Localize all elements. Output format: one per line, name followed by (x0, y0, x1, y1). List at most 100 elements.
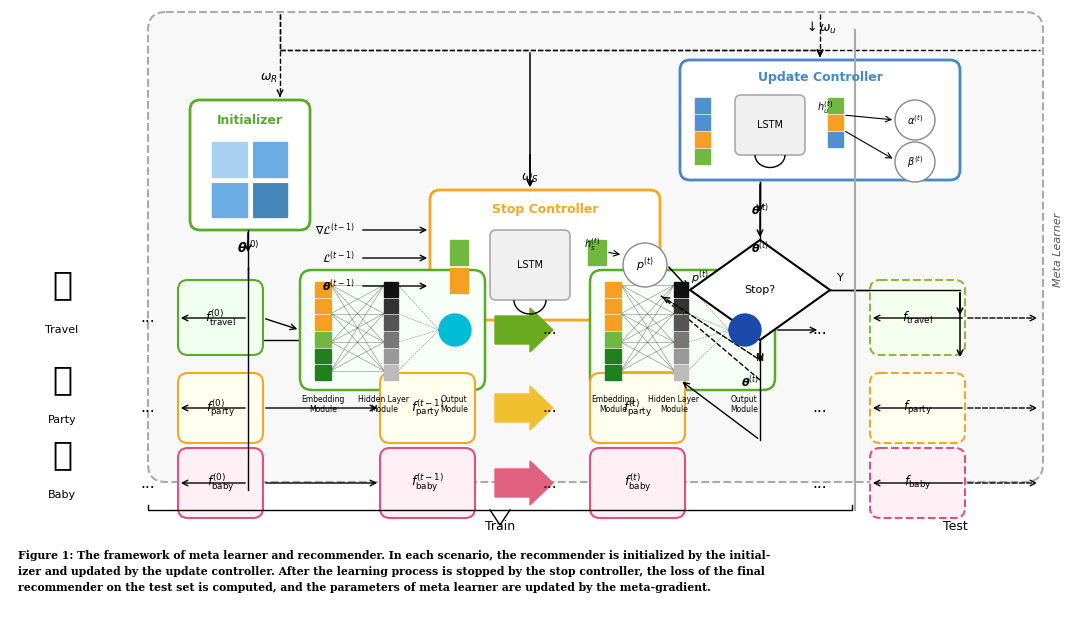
FancyBboxPatch shape (300, 270, 485, 390)
Bar (696, 132, 710, 147)
FancyBboxPatch shape (490, 230, 570, 300)
Bar (384, 299, 399, 313)
Bar (696, 115, 710, 130)
Text: $f_{\rm travel}$: $f_{\rm travel}$ (902, 309, 933, 326)
Text: $\nabla\mathcal{L}^{(t-1)}$: $\nabla\mathcal{L}^{(t-1)}$ (314, 222, 355, 238)
Text: $f_{\rm baby}^{(t-1)}$: $f_{\rm baby}^{(t-1)}$ (410, 472, 444, 494)
Text: Stop?: Stop? (744, 285, 775, 295)
Bar (315, 299, 330, 313)
Bar (384, 332, 399, 346)
Text: $f_{\rm travel}^{(0)}$: $f_{\rm travel}^{(0)}$ (205, 307, 237, 328)
Bar (605, 365, 621, 380)
Text: ...: ... (542, 323, 557, 338)
Bar (696, 149, 710, 164)
Text: Baby: Baby (48, 490, 76, 500)
FancyBboxPatch shape (190, 100, 310, 230)
Text: $f_{\rm party}^{(0)}$: $f_{\rm party}^{(0)}$ (206, 398, 235, 419)
Polygon shape (495, 461, 553, 505)
Text: Update Controller: Update Controller (757, 71, 882, 84)
Text: $f_{\rm baby}$: $f_{\rm baby}$ (904, 474, 931, 492)
FancyBboxPatch shape (430, 190, 660, 320)
Text: LSTM: LSTM (517, 260, 543, 270)
Text: $f_{\rm party}^{(t-1)}$: $f_{\rm party}^{(t-1)}$ (410, 398, 444, 419)
Bar (605, 332, 621, 346)
Bar (384, 282, 399, 297)
Circle shape (729, 314, 761, 346)
Text: $\boldsymbol{\theta}^{(t)}$: $\boldsymbol{\theta}^{(t)}$ (751, 239, 769, 256)
Text: Stop Controller: Stop Controller (491, 203, 598, 217)
FancyBboxPatch shape (590, 270, 775, 390)
FancyBboxPatch shape (590, 373, 685, 443)
Bar (674, 282, 688, 297)
FancyBboxPatch shape (380, 373, 475, 443)
Bar (384, 348, 399, 364)
Circle shape (895, 142, 935, 182)
Bar (696, 98, 710, 113)
Bar (212, 182, 247, 217)
FancyBboxPatch shape (380, 448, 475, 518)
Text: $\boldsymbol{\theta}^{(t)}$: $\boldsymbol{\theta}^{(t)}$ (741, 374, 759, 391)
FancyBboxPatch shape (178, 448, 264, 518)
Bar (315, 282, 330, 297)
Text: $\mathcal{L}^{(t-1)}$: $\mathcal{L}^{(t-1)}$ (322, 249, 355, 266)
Bar (605, 299, 621, 313)
Text: recommender on the test set is computed, and the parameters of meta learner are : recommender on the test set is computed,… (18, 582, 711, 593)
Polygon shape (495, 386, 553, 430)
Polygon shape (690, 240, 831, 340)
Text: ...: ... (812, 323, 827, 338)
Text: 🎒: 🎒 (52, 268, 72, 302)
Text: $p^{(t)}$: $p^{(t)}$ (691, 269, 708, 287)
Bar (384, 365, 399, 380)
FancyBboxPatch shape (178, 373, 264, 443)
Bar (450, 268, 468, 293)
Text: Output
Module: Output Module (730, 395, 758, 415)
Bar (605, 348, 621, 364)
Bar (828, 98, 843, 113)
Text: Figure 1: The framework of meta learner and recommender. In each scenario, the r: Figure 1: The framework of meta learner … (18, 550, 770, 561)
Text: Party: Party (48, 415, 77, 425)
Bar (315, 332, 330, 346)
Text: $h_u^{(t)}$: $h_u^{(t)}$ (816, 100, 833, 117)
Text: ...: ... (140, 311, 156, 326)
Text: Train: Train (485, 520, 515, 534)
Text: LSTM: LSTM (757, 120, 783, 130)
Text: ...: ... (140, 476, 156, 491)
Bar (674, 365, 688, 380)
Text: $f_{\rm baby}^{(0)}$: $f_{\rm baby}^{(0)}$ (206, 472, 234, 494)
Text: Embedding
Module: Embedding Module (301, 395, 345, 415)
Text: $\boldsymbol{\theta}^{(t-1)}$: $\boldsymbol{\theta}^{(t-1)}$ (322, 278, 355, 294)
Text: $\downarrow\omega_u$: $\downarrow\omega_u$ (804, 20, 837, 36)
Bar (315, 348, 330, 364)
Bar (384, 316, 399, 330)
Circle shape (438, 314, 471, 346)
Text: $\boldsymbol{\theta}^{(0)}$: $\boldsymbol{\theta}^{(0)}$ (237, 240, 259, 256)
FancyBboxPatch shape (870, 280, 966, 355)
Text: $p^{(t)}$: $p^{(t)}$ (636, 256, 654, 274)
FancyBboxPatch shape (590, 448, 685, 518)
FancyBboxPatch shape (148, 12, 1043, 482)
Bar (605, 282, 621, 297)
Text: ...: ... (542, 476, 557, 491)
Text: $\omega_S$: $\omega_S$ (522, 171, 539, 185)
Bar (315, 316, 330, 330)
Bar (674, 348, 688, 364)
FancyBboxPatch shape (680, 60, 960, 180)
Bar (315, 365, 330, 380)
Text: ...: ... (812, 401, 827, 416)
Text: Initializer: Initializer (217, 113, 283, 127)
Text: Travel: Travel (45, 325, 79, 335)
Bar (828, 115, 843, 130)
Text: $\beta^{(t)}$: $\beta^{(t)}$ (907, 154, 923, 170)
Text: ...: ... (140, 401, 156, 416)
FancyBboxPatch shape (870, 373, 966, 443)
Bar (674, 299, 688, 313)
Circle shape (623, 243, 667, 287)
Text: $f_{\rm party}^{(t)}$: $f_{\rm party}^{(t)}$ (623, 398, 652, 419)
Text: $f_{\rm baby}^{(t)}$: $f_{\rm baby}^{(t)}$ (623, 472, 651, 494)
Text: Meta Learner: Meta Learner (1053, 213, 1063, 287)
FancyBboxPatch shape (870, 448, 966, 518)
Text: Hidden Layer
Module: Hidden Layer Module (359, 395, 409, 415)
Bar (252, 142, 287, 177)
Text: Embedding
Module: Embedding Module (592, 395, 635, 415)
Bar (674, 332, 688, 346)
